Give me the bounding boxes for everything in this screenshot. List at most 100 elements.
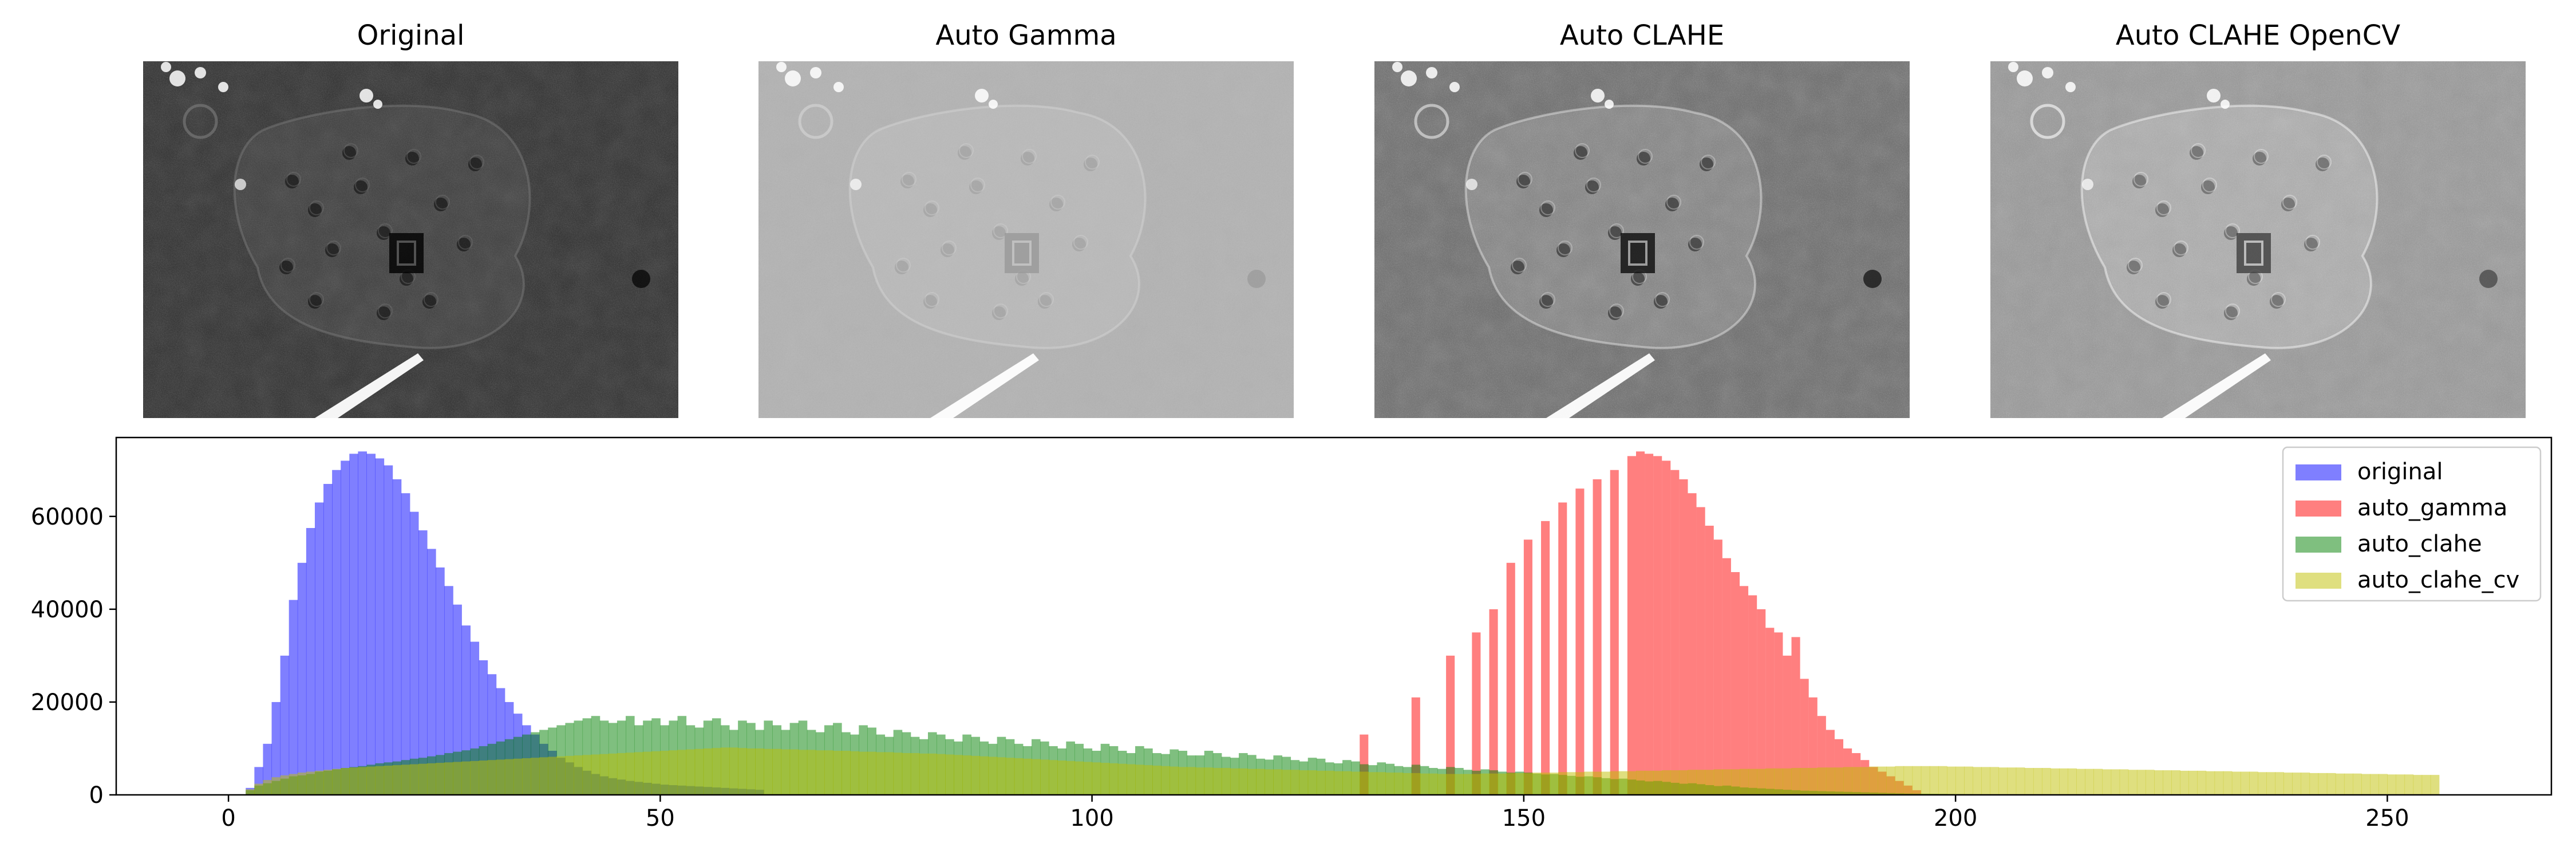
histogram-bar bbox=[1066, 761, 1075, 795]
series-auto_gamma bbox=[1360, 451, 1921, 795]
histogram-bar bbox=[1817, 767, 1827, 795]
histogram-bar bbox=[1998, 767, 2008, 795]
histogram-bar bbox=[297, 562, 307, 795]
histogram-bar bbox=[453, 762, 462, 795]
histogram-bar bbox=[366, 454, 376, 795]
histogram-bar bbox=[349, 767, 358, 795]
histogram-bar bbox=[1696, 770, 1706, 795]
histogram-bar bbox=[1446, 774, 1455, 795]
legend-label: auto_clahe_cv bbox=[2357, 567, 2519, 593]
histogram-bar bbox=[1282, 770, 1291, 795]
y-tick-label: 40000 bbox=[31, 597, 104, 623]
histogram-bar bbox=[997, 757, 1006, 795]
plot-frame bbox=[115, 436, 2553, 796]
histogram-bar bbox=[1696, 507, 1705, 795]
histogram-bar bbox=[2223, 771, 2233, 795]
histogram-bar bbox=[2206, 771, 2215, 795]
x-tick-label: 200 bbox=[1934, 805, 1977, 832]
histogram-bar bbox=[358, 451, 367, 795]
histogram-bar bbox=[289, 600, 298, 795]
histogram-bar bbox=[1662, 460, 1671, 795]
histogram-bar bbox=[1584, 771, 1594, 795]
histogram-bar bbox=[2050, 768, 2060, 795]
histogram-bar bbox=[1852, 767, 1861, 795]
histogram-bar bbox=[979, 756, 989, 795]
legend-item-auto_clahe: auto_clahe bbox=[2296, 531, 2482, 557]
histogram-bar bbox=[1377, 772, 1386, 795]
histogram-bar bbox=[1342, 771, 1352, 795]
histogram-bar bbox=[418, 763, 428, 795]
panel-image bbox=[1990, 61, 2526, 418]
histogram-bar bbox=[1541, 521, 1550, 795]
histogram-bar bbox=[1618, 771, 1628, 795]
histogram-bar bbox=[2085, 769, 2094, 795]
histogram-bar bbox=[962, 755, 971, 795]
histogram-bar bbox=[582, 755, 592, 795]
histogram-bar bbox=[1307, 770, 1317, 795]
histogram-bar bbox=[2076, 769, 2085, 795]
histogram-bar bbox=[867, 751, 876, 795]
histogram-bar bbox=[1878, 766, 1887, 795]
legend-swatch bbox=[2296, 537, 2341, 553]
y-tick-label: 0 bbox=[89, 782, 104, 809]
histogram-bar bbox=[1515, 773, 1524, 795]
panel-image bbox=[143, 61, 678, 418]
histogram-bar bbox=[1783, 768, 1792, 795]
x-tick-label: 100 bbox=[1070, 805, 1113, 832]
histogram-bar bbox=[280, 775, 290, 795]
histogram-bar bbox=[1351, 771, 1360, 795]
histogram-bar bbox=[1912, 766, 1922, 795]
histogram-bar bbox=[1722, 558, 1731, 795]
histogram-bar bbox=[1740, 769, 1749, 795]
histogram-bar bbox=[1929, 766, 1939, 795]
histogram-bar bbox=[392, 765, 402, 795]
histogram-bar bbox=[548, 756, 557, 795]
histogram-bar bbox=[1730, 572, 1740, 795]
y-tick-label: 20000 bbox=[31, 689, 104, 716]
histogram-bar bbox=[2387, 774, 2396, 795]
histogram-bar bbox=[937, 754, 946, 795]
histogram-bar bbox=[1144, 765, 1153, 795]
histogram-bar bbox=[1126, 764, 1136, 795]
histogram-bar bbox=[1653, 456, 1662, 795]
histogram-bar bbox=[1800, 767, 1809, 795]
series-auto_clahe_cv bbox=[246, 747, 2440, 795]
histogram-bar bbox=[436, 763, 445, 795]
histogram-bar bbox=[1783, 655, 1792, 795]
histogram-bar bbox=[1135, 765, 1144, 795]
histogram-bar bbox=[1679, 479, 1688, 795]
histogram-bar bbox=[928, 753, 937, 795]
histogram-bar bbox=[1748, 595, 1757, 795]
histogram-bar bbox=[349, 454, 358, 795]
histogram-bar bbox=[401, 765, 410, 795]
histogram-bar bbox=[1938, 766, 1947, 795]
histogram-bar bbox=[1195, 767, 1205, 795]
histogram-bar bbox=[2292, 773, 2302, 795]
histogram-bar bbox=[703, 748, 713, 795]
legend-item-original: original bbox=[2296, 459, 2443, 485]
histogram-bar bbox=[341, 460, 350, 795]
histogram-bar bbox=[2353, 773, 2362, 795]
histogram-bar bbox=[1662, 770, 1671, 795]
histogram-bar bbox=[436, 567, 445, 795]
panel-title: Auto CLAHE bbox=[1560, 19, 1724, 52]
histogram-bar bbox=[1558, 502, 1567, 795]
histogram-bar bbox=[487, 760, 497, 795]
histogram-bar bbox=[1705, 525, 1714, 795]
histogram-bar bbox=[1558, 772, 1567, 795]
histogram-bar bbox=[384, 465, 393, 795]
histogram-bar bbox=[2231, 771, 2241, 795]
histogram-bar bbox=[1092, 762, 1101, 795]
histogram-bar bbox=[409, 764, 419, 795]
histogram-bar bbox=[626, 752, 635, 795]
histogram-bar bbox=[254, 783, 263, 795]
histogram-bar bbox=[332, 769, 341, 795]
y-tick-label: 60000 bbox=[31, 504, 104, 530]
histogram-bar bbox=[2326, 773, 2336, 795]
histogram-bar bbox=[1610, 771, 1619, 795]
histogram-bar bbox=[945, 754, 954, 795]
histogram-bar bbox=[1437, 774, 1447, 795]
histogram-bar bbox=[1385, 773, 1395, 795]
histogram-bar bbox=[1532, 773, 1542, 795]
